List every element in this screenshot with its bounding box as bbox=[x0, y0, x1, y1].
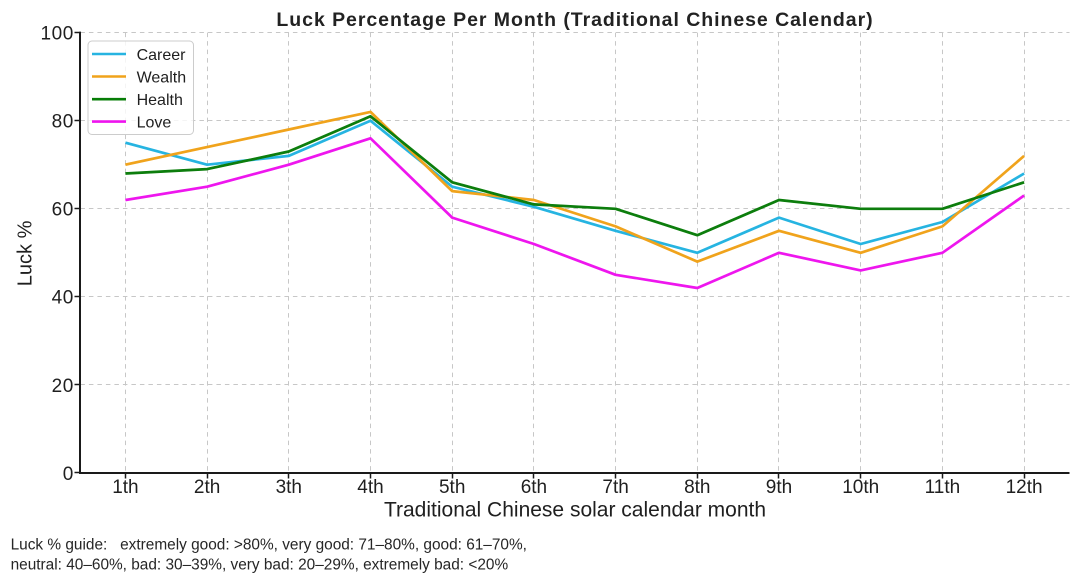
svg-text:Career: Career bbox=[137, 47, 187, 64]
svg-text:9th: 9th bbox=[766, 477, 792, 498]
svg-text:Health: Health bbox=[137, 92, 183, 109]
svg-text:Luck % guide: extremely good: Luck % guide: extremely good: >80%, very… bbox=[11, 536, 527, 553]
svg-text:20: 20 bbox=[52, 376, 74, 397]
svg-text:2th: 2th bbox=[194, 477, 220, 498]
svg-text:100: 100 bbox=[41, 24, 74, 45]
svg-text:0: 0 bbox=[63, 464, 74, 485]
svg-text:5th: 5th bbox=[439, 477, 465, 498]
svg-text:1th: 1th bbox=[112, 477, 138, 498]
svg-text:neutral: 40–60%, bad: 30–39%,: neutral: 40–60%, bad: 30–39%, very bad: … bbox=[11, 556, 509, 573]
svg-text:12th: 12th bbox=[1006, 477, 1043, 498]
svg-text:40: 40 bbox=[52, 288, 74, 309]
svg-text:4th: 4th bbox=[357, 477, 383, 498]
svg-text:Love: Love bbox=[137, 114, 172, 131]
svg-text:3th: 3th bbox=[276, 477, 302, 498]
svg-text:10th: 10th bbox=[842, 477, 879, 498]
svg-text:Traditional Chinese solar cale: Traditional Chinese solar calendar month bbox=[384, 499, 766, 522]
svg-text:7th: 7th bbox=[602, 477, 628, 498]
svg-text:6th: 6th bbox=[521, 477, 547, 498]
svg-text:Luck %: Luck % bbox=[14, 220, 36, 286]
svg-text:Luck Percentage Per Month (Tra: Luck Percentage Per Month (Traditional C… bbox=[276, 9, 873, 31]
svg-text:60: 60 bbox=[52, 200, 74, 221]
svg-text:8th: 8th bbox=[684, 477, 710, 498]
svg-text:Wealth: Wealth bbox=[137, 69, 187, 86]
svg-text:80: 80 bbox=[52, 112, 74, 133]
svg-text:11th: 11th bbox=[925, 477, 961, 498]
